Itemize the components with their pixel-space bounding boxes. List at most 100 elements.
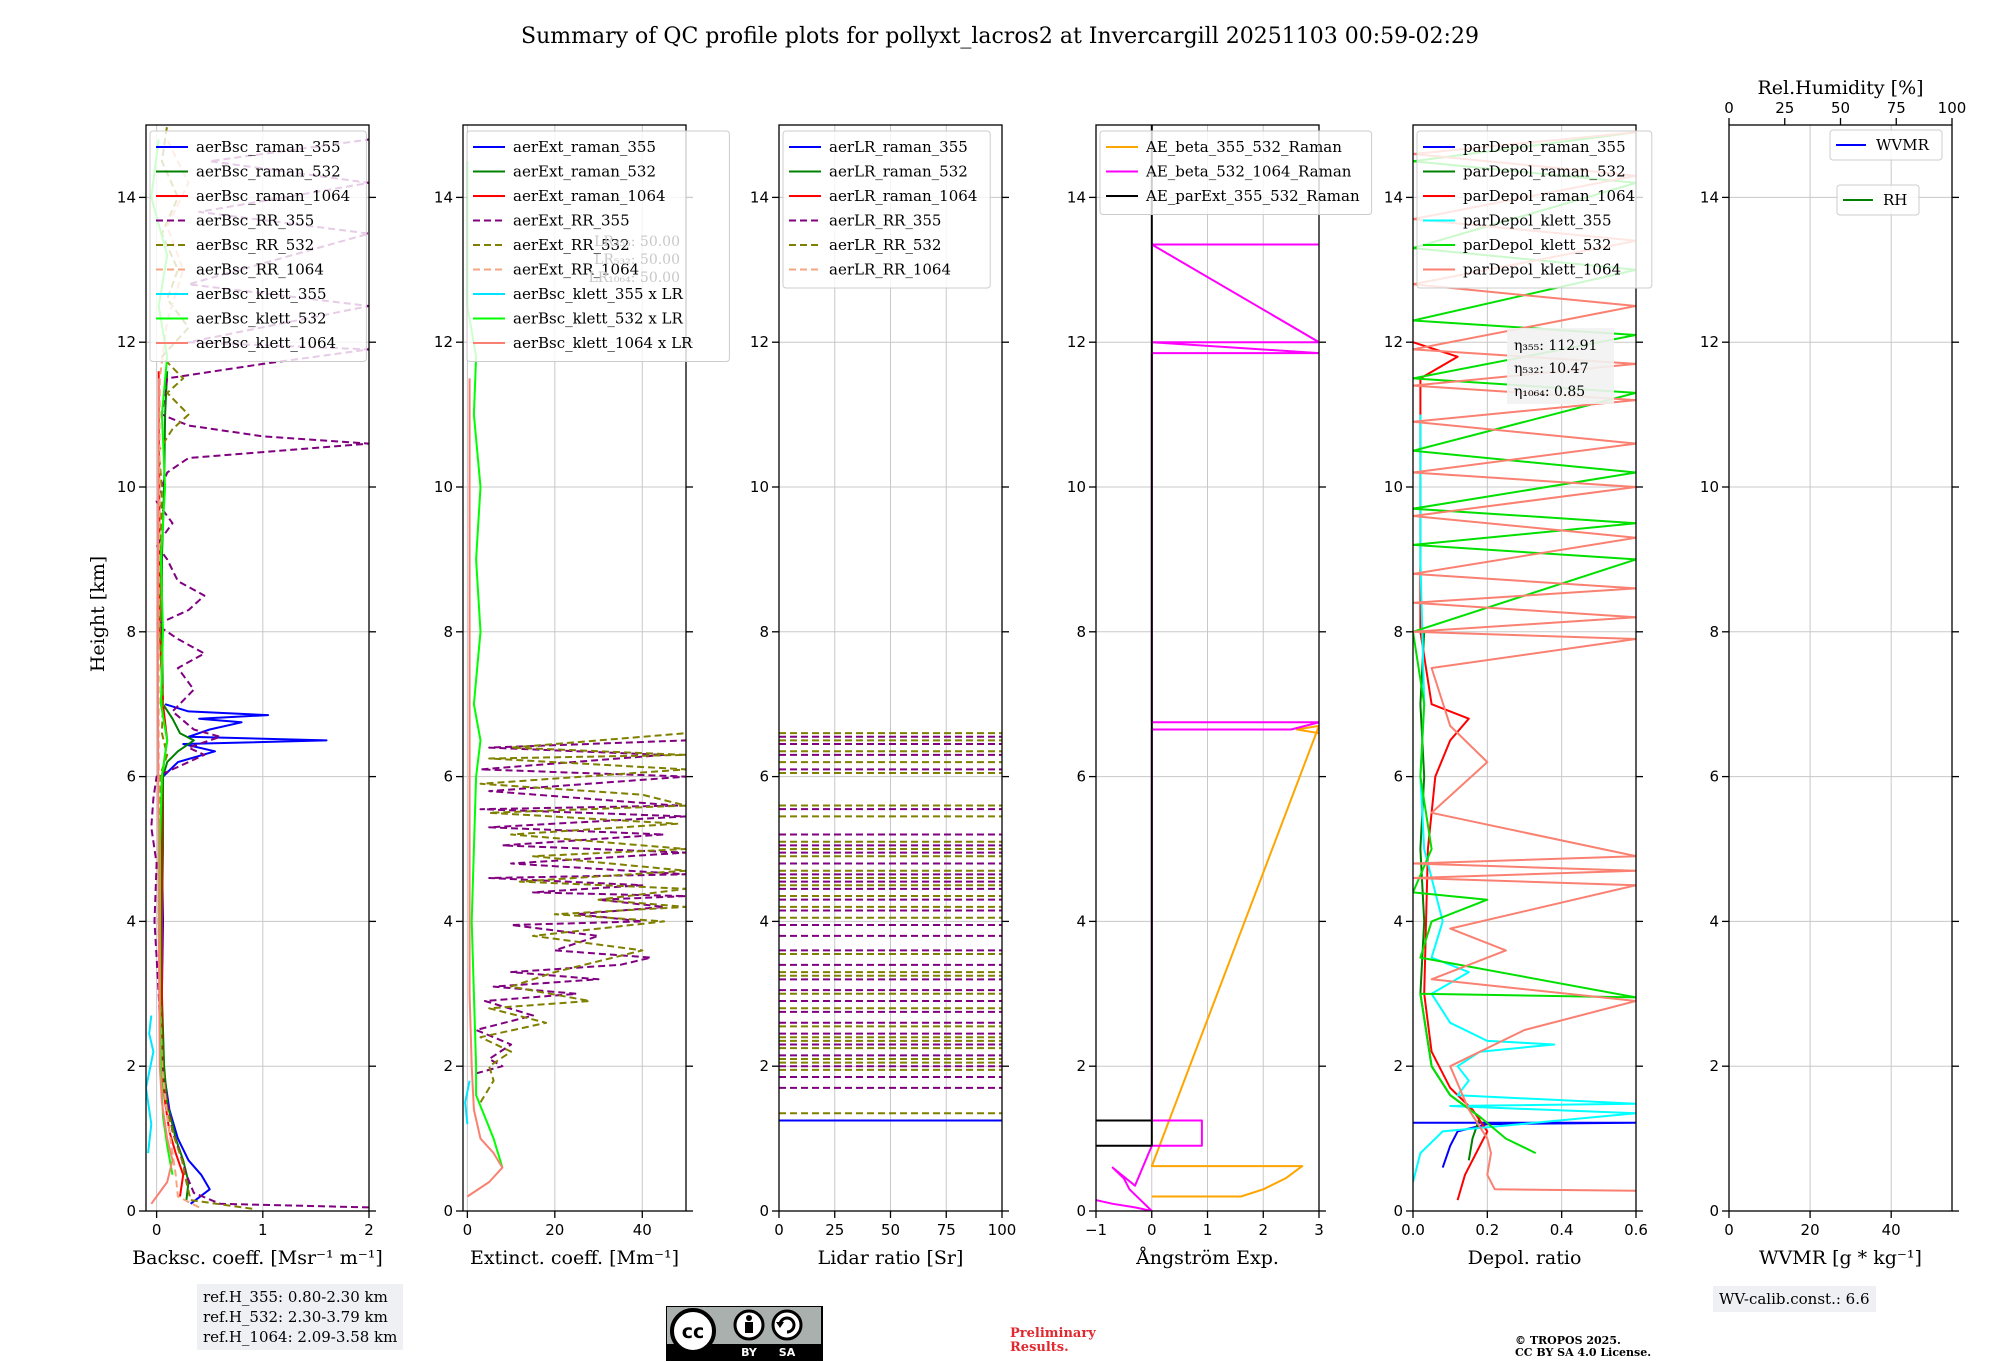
x-tick-label: 25 [825, 1221, 844, 1239]
legend-box [1416, 130, 1653, 289]
y-tick-label: 2 [443, 1057, 453, 1075]
x-tick-label: 20 [1801, 1221, 1820, 1239]
series-ae-parext-355-532-raman-line [1096, 125, 1153, 1147]
cc-license-badge: cc BY SA [666, 1306, 823, 1361]
x-tick-label: 0 [1147, 1221, 1157, 1239]
legend: parDepol_raman_355 parDepol_raman_532 parD… [1416, 130, 1653, 289]
legend-label: aerBsc_klett_355 x LR [513, 285, 684, 303]
y-tick-label: 8 [1709, 623, 1719, 641]
top-x-tick-label: 100 [1938, 99, 1967, 117]
y-tick-label: 12 [1384, 333, 1403, 351]
legend-label: RH [1883, 191, 1907, 209]
legend-label: parDepol_klett_532 [1463, 236, 1612, 254]
x-tick-label: 40 [633, 1221, 652, 1239]
y-tick-label: 2 [759, 1057, 769, 1075]
top-x-tick-label: 75 [1887, 99, 1906, 117]
y-tick-label: 2 [126, 1057, 136, 1075]
panel-depol: 0 2 4 6 8 10 12 14 0.0 0.2 0.4 0.6 Depol. ratio parDe… [1384, 124, 1653, 1269]
ref-height-1064: ref.H_1064: 2.09-3.58 km [203, 1328, 398, 1346]
legend-label: aerBsc_RR_532 [196, 236, 314, 254]
y-tick-label: 2 [1709, 1057, 1719, 1075]
ref-height-box: ref.H_355: 0.80-2.30 km ref.H_532: 2.30-… [197, 1284, 404, 1350]
series-aerbsc-raman-1064-line [157, 371, 185, 1197]
lr-label: LR₃₅₅: 50.00 [594, 234, 680, 250]
panel-wv: 0 2 4 6 8 10 12 14 0 20 40 WVMR [g * kg⁻¹] 0 25 50 75 10… [1700, 77, 1966, 1269]
preliminary-line-2: Results. [1010, 1340, 1069, 1355]
series-aerext-rr-532-line [479, 732, 686, 1103]
series-aerbsc-klett-355-line [146, 1015, 155, 1154]
y-tick-label: 4 [1393, 912, 1403, 930]
y-tick-label: 14 [1700, 188, 1719, 206]
legend-label: aerExt_RR_1064 [513, 261, 639, 279]
legend-label: aerLR_RR_532 [829, 236, 941, 254]
y-tick-label: 12 [117, 333, 136, 351]
series-ae-beta-532-1064-raman-line [1096, 243, 1319, 1211]
eta-label: η₁₀₆₄: 0.85 [1514, 384, 1585, 400]
legend-label: aerExt_raman_532 [513, 163, 656, 181]
y-tick-label: 4 [759, 912, 769, 930]
x-axis-label: Depol. ratio [1468, 1247, 1582, 1269]
y-tick-label: 12 [1067, 333, 1086, 351]
y-tick-label: 6 [443, 768, 453, 786]
legend-box [149, 130, 367, 362]
y-tick-label: 10 [750, 478, 769, 496]
legend-label: aerExt_RR_355 [513, 212, 630, 230]
x-tick-label: 0.0 [1401, 1221, 1425, 1239]
legend-label: AE_parExt_355_532_Raman [1145, 187, 1360, 205]
legend-label: aerBsc_raman_355 [196, 138, 341, 156]
y-tick-label: 12 [1700, 333, 1719, 351]
panel-ext: 0 2 4 6 8 10 12 14 0 20 40 Extinct. coeff. [Mm⁻¹] ae… [434, 124, 730, 1269]
legend-label: parDepol_raman_1064 [1463, 187, 1635, 205]
legend-label: aerLR_RR_1064 [829, 261, 951, 279]
legend-label: WVMR [1876, 136, 1930, 154]
y-tick-label: 12 [434, 333, 453, 351]
x-axis-label: Backsc. coeff. [Msr⁻¹ m⁻¹] [132, 1247, 383, 1269]
preliminary-line-1: Preliminary [1010, 1326, 1096, 1341]
eta-label: η₃₅₅: 112.91 [1514, 338, 1597, 354]
y-tick-label: 4 [1076, 912, 1086, 930]
panel-lr-data [779, 732, 1002, 1122]
lr-label: LR₁₀₆₄: 50.00 [588, 270, 680, 286]
y-tick-label: 0 [126, 1202, 136, 1220]
legend-label: aerBsc_klett_1064 x LR [513, 334, 693, 352]
x-tick-label: 0 [1724, 1221, 1734, 1239]
panel-ae-data [1096, 125, 1319, 1211]
legend-label: parDepol_raman_355 [1463, 138, 1626, 156]
eta-box [1507, 328, 1614, 404]
x-axis-label: Lidar ratio [Sr] [818, 1247, 964, 1269]
legend-label: aerLR_raman_532 [829, 163, 968, 181]
series-pardepol-raman-355-line [1413, 1121, 1636, 1168]
legend-label: AE_beta_532_1064_Raman [1145, 163, 1352, 181]
legend-label: aerExt_RR_532 [513, 236, 630, 254]
legend-label: aerBsc_klett_532 x LR [513, 310, 684, 328]
y-tick-label: 6 [1393, 768, 1403, 786]
legend-box [1099, 130, 1373, 215]
y-tick-label: 8 [1393, 623, 1403, 641]
y-tick-label: 6 [1709, 768, 1719, 786]
y-tick-label: 14 [750, 188, 769, 206]
eta-label: η₅₃₂: 10.47 [1514, 361, 1588, 377]
series-aerbsc-raman-532-line [160, 371, 195, 1201]
legend-label: parDepol_raman_532 [1463, 163, 1626, 181]
sa-label: SA [779, 1346, 796, 1359]
series-pardepol-klett-355-line [1413, 414, 1636, 1183]
x-axis-label: Ångström Exp. [1135, 1247, 1279, 1269]
legend-label: aerBsc_RR_355 [196, 212, 314, 230]
x-axis-label: WVMR [g * kg⁻¹] [1759, 1247, 1922, 1269]
series-aerbsc-klett-1064-x-lr-line [466, 378, 504, 1198]
sa-share-icon [771, 1309, 803, 1341]
y-tick-label: 10 [1384, 478, 1403, 496]
y-tick-label: 14 [434, 188, 453, 206]
x-tick-label: 50 [881, 1221, 900, 1239]
legend-box [1836, 184, 1920, 216]
panel-frame [462, 124, 687, 1212]
series-pardepol-klett-1064-line [1413, 131, 1636, 1192]
copyright-line-2: CC BY SA 4.0 License. [1515, 1346, 1652, 1359]
preliminary-note: Preliminary Results. [1010, 1327, 1096, 1355]
legend-label: aerExt_raman_355 [513, 138, 656, 156]
series-ae-beta-355-532-raman-line [1150, 724, 1319, 1198]
cc-icon-text: cc [682, 1321, 705, 1343]
x-tick-label: 0.2 [1475, 1221, 1499, 1239]
top-x-tick-label: 0 [1724, 99, 1734, 117]
